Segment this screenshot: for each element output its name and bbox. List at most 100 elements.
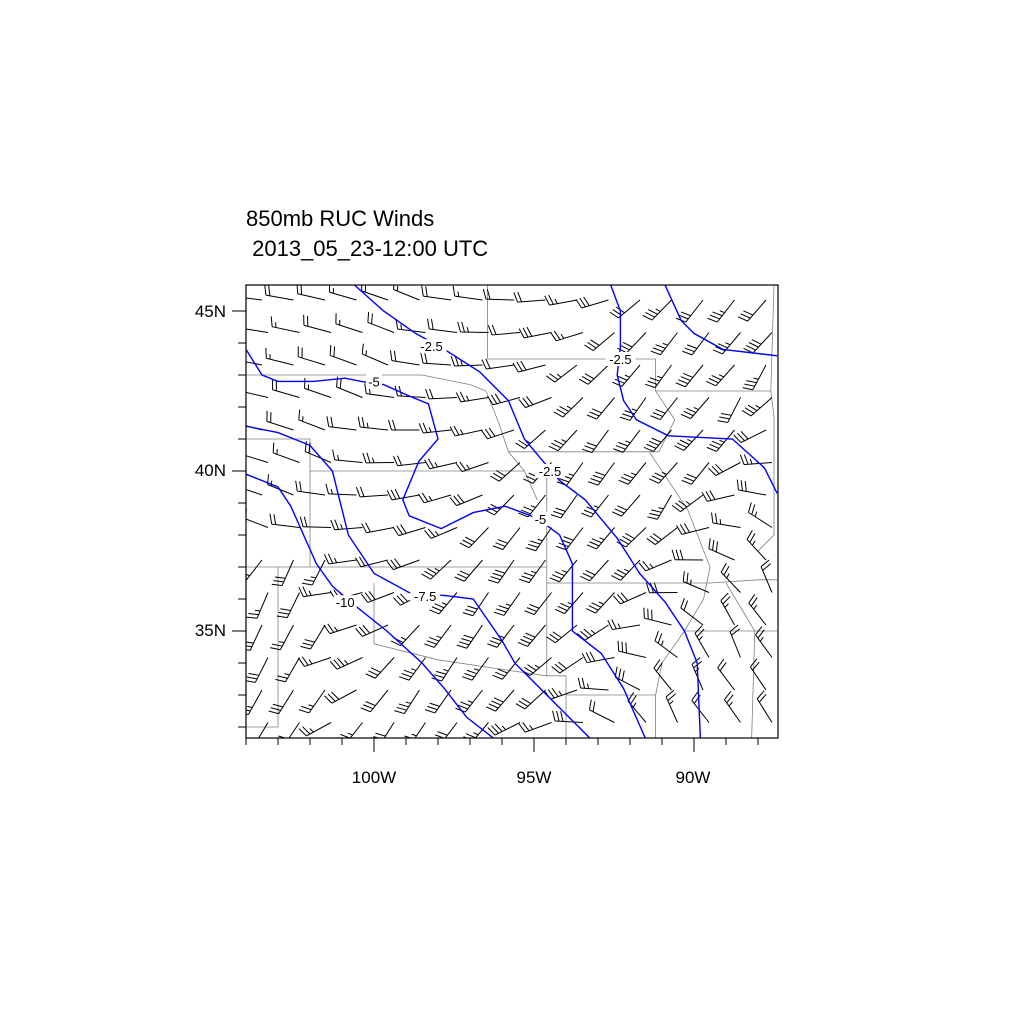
wind-barb — [729, 624, 741, 658]
wind-barb — [518, 494, 546, 518]
wind-barb — [588, 699, 615, 723]
wind-barb — [449, 425, 483, 437]
wind-barb — [361, 590, 395, 603]
wind-barb — [694, 625, 710, 658]
wind-barb — [650, 332, 678, 356]
wind-barb — [304, 377, 332, 398]
wind-barb — [550, 494, 578, 519]
wind-barb — [737, 299, 767, 322]
wind-barb — [675, 364, 704, 388]
wind-barb — [642, 299, 672, 321]
wind-barb — [760, 559, 773, 593]
wind-barb — [643, 429, 672, 452]
wind-barb — [246, 592, 269, 619]
wind-barb — [741, 397, 773, 417]
plot-title: 850mb RUC Winds — [246, 206, 435, 231]
wind-barb — [546, 624, 578, 644]
plot-subtitle: 2013_05_23-12:00 UTC — [246, 236, 489, 261]
wind-barb — [362, 452, 395, 464]
wind-barb — [264, 285, 294, 301]
wind-barb — [747, 502, 773, 528]
wind-barb — [548, 429, 578, 452]
wind-barb — [463, 722, 489, 738]
wind-barb — [330, 519, 363, 531]
wind-barb — [266, 410, 294, 431]
wind-barb — [746, 530, 767, 561]
wind-barb — [613, 429, 641, 453]
wind-barb — [431, 657, 458, 682]
wind-barb — [298, 689, 326, 714]
wind-barb — [432, 722, 458, 738]
wind-barb — [449, 494, 483, 507]
wind-barb — [332, 449, 363, 463]
wind-barb — [521, 657, 552, 677]
wind-barb — [482, 288, 515, 301]
wind-barb — [450, 355, 483, 367]
wind-barb — [544, 294, 578, 306]
contour-label: -7.5 — [414, 589, 436, 604]
wind-barb — [270, 316, 300, 333]
contour-line — [246, 349, 646, 738]
wind-barb — [701, 490, 735, 502]
lat-tick-label: 40N — [195, 461, 226, 480]
wind-barb — [617, 640, 647, 658]
lon-tick-label: 95W — [517, 768, 552, 787]
wind-barb — [553, 397, 584, 418]
wind-barb — [485, 689, 515, 712]
lat-tick-label: 45N — [195, 302, 226, 321]
wind-barb — [549, 559, 578, 583]
wind-barb — [515, 429, 546, 449]
wind-barb — [323, 553, 357, 565]
wind-barb — [487, 393, 521, 406]
wind-barb — [708, 538, 735, 561]
contour-label-background — [366, 374, 382, 389]
wind-barb — [617, 332, 647, 354]
wind-barb — [421, 285, 452, 301]
wind-barb — [424, 527, 458, 539]
wind-barb — [420, 352, 452, 366]
wind-barb — [492, 527, 521, 551]
wind-barb — [739, 454, 773, 466]
wind-barb — [365, 657, 395, 679]
wind-barb — [335, 313, 363, 333]
wind-barb — [246, 559, 263, 582]
lon-tick-label: 90W — [676, 768, 711, 787]
contour-label-background — [333, 595, 357, 610]
wind-barb — [607, 619, 641, 631]
wind-barb — [392, 524, 426, 537]
wind-barb — [301, 559, 326, 586]
wind-barb — [360, 689, 389, 713]
wind-barb — [525, 527, 552, 552]
contour-label: -10 — [336, 595, 355, 610]
wind-barb — [612, 364, 641, 387]
wind-barb — [492, 657, 521, 680]
wind-barb — [246, 391, 269, 398]
wind-barb — [518, 326, 552, 339]
wind-barb — [300, 624, 326, 650]
wind-barb — [550, 330, 584, 342]
wind-barb — [742, 364, 767, 391]
wind-barb — [645, 364, 672, 389]
wind-barb — [487, 624, 515, 648]
contour-line — [664, 285, 778, 357]
wind-barb — [427, 318, 458, 333]
contour-label-background — [410, 588, 441, 603]
wind-barb — [618, 462, 647, 485]
wind-barb — [456, 624, 483, 649]
wind-barb — [298, 656, 332, 667]
wind-barb — [654, 630, 678, 658]
wind-barb — [424, 624, 452, 648]
wind-barb — [462, 657, 489, 681]
wind-barb — [297, 346, 326, 366]
wind-barb — [736, 479, 767, 496]
wind-barb — [337, 722, 363, 738]
wind-barb — [493, 592, 521, 616]
wind-barb — [481, 358, 515, 370]
wind-barb — [706, 429, 735, 452]
lon-tick-label: 100W — [352, 768, 396, 787]
wind-barb — [373, 722, 395, 738]
wind-barb — [743, 332, 773, 354]
wind-barb — [246, 297, 263, 301]
wind-barb — [455, 461, 489, 473]
wind-barb — [585, 592, 615, 614]
